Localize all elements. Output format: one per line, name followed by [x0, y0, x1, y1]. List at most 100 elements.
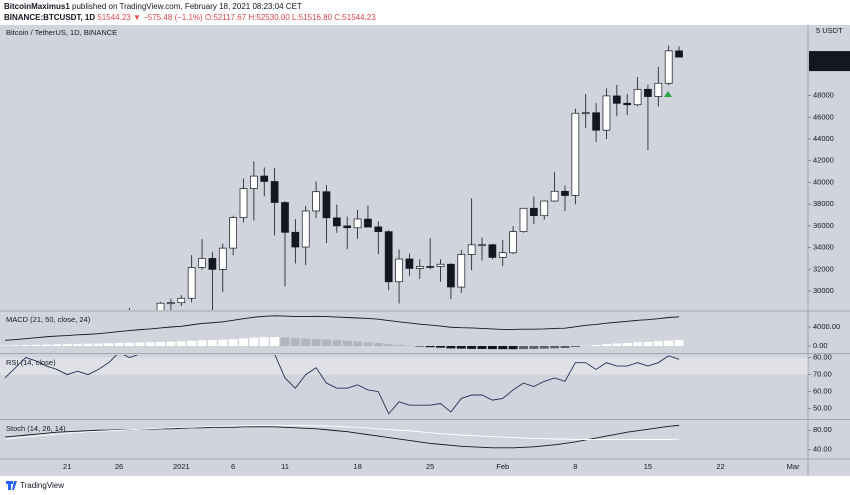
histogram-bar: [83, 343, 93, 347]
price-tag: 51544.23: [812, 52, 843, 61]
histogram-bar: [384, 344, 394, 347]
x-tick-label: 6: [231, 462, 235, 471]
candle-body: [187, 267, 196, 299]
histogram-bar: [207, 340, 217, 347]
histogram-bar: [373, 342, 383, 347]
y-tick-label: 34000: [813, 243, 834, 252]
candle-body: [571, 112, 580, 196]
candle-body: [301, 210, 310, 248]
candle-body: [353, 218, 362, 229]
x-tick-label: Mar: [787, 462, 800, 471]
open: O:52117.67: [205, 13, 247, 22]
histogram-bar: [62, 344, 72, 347]
candle-body: [177, 297, 186, 304]
histogram-bar: [591, 345, 601, 347]
candle-body: [612, 95, 621, 104]
x-tick-label: 11: [281, 462, 289, 471]
histogram-bar: [601, 344, 611, 347]
histogram-bar: [301, 338, 311, 347]
histogram-bar: [664, 340, 674, 347]
candle-body: [664, 50, 673, 84]
y-tick-label: 80.00: [813, 425, 832, 434]
histogram-bar: [508, 346, 518, 350]
change: ▼ −575.48 (−1.1%): [133, 13, 203, 22]
logo-icon: [6, 481, 17, 490]
indicator-line: [4, 355, 680, 415]
candle-body: [229, 217, 237, 249]
price-tag-bg: [809, 51, 850, 72]
x-tick-label: 26: [115, 462, 123, 471]
candle-body: [550, 190, 559, 202]
y-tick-label: 36000: [813, 221, 834, 230]
candle-body: [312, 191, 320, 212]
pane: [129, 45, 683, 310]
histogram-bar: [176, 341, 186, 347]
candle-body: [675, 50, 683, 58]
y-tick-label: 40.00: [813, 445, 832, 454]
histogram-bar: [332, 340, 342, 347]
histogram-bar: [436, 346, 446, 348]
y-tick-label: 40000: [813, 177, 834, 186]
candle-body: [260, 175, 269, 182]
macd-line: [4, 315, 680, 341]
candle-body: [488, 244, 497, 258]
histogram-bar: [570, 346, 580, 347]
histogram-bar: [487, 346, 497, 350]
histogram-bar: [353, 341, 363, 347]
candle-body: [654, 82, 663, 97]
y-tick-label: 30000: [813, 286, 834, 295]
indicator-line: [4, 424, 680, 449]
y-tick-label: 50.00: [813, 404, 832, 413]
candle-body: [447, 263, 455, 288]
symbol: BINANCE:BTCUSDT, 1D: [4, 13, 95, 22]
histogram-bar: [10, 345, 20, 347]
pane: [0, 315, 684, 350]
candle-body: [198, 258, 206, 268]
candle-body: [457, 254, 466, 288]
histogram-bar: [259, 337, 269, 347]
brand: TradingView: [20, 481, 64, 490]
candle-body: [322, 191, 331, 219]
candle-body: [478, 244, 486, 247]
histogram-bar: [166, 341, 176, 347]
pane-title: MACD (21, 50, close, 24): [6, 315, 91, 324]
publisher: BitcoinMaximus1: [4, 2, 70, 11]
candle-body: [623, 102, 632, 106]
pane-title: Stoch (14, 26, 14): [6, 424, 66, 433]
candle-body: [343, 225, 352, 229]
histogram-bar: [456, 346, 466, 349]
candle-body: [156, 302, 165, 310]
histogram-bar: [321, 339, 331, 347]
histogram-bar: [498, 346, 508, 350]
histogram-bar: [394, 344, 404, 347]
x-tick-label: 22: [716, 462, 724, 471]
histogram-bar: [311, 338, 321, 347]
header-line-2: BINANCE:BTCUSDT, 1D 51544.23 ▼ −575.48 (…: [4, 13, 376, 22]
x-tick-label: 8: [573, 462, 577, 471]
histogram-bar: [529, 346, 539, 349]
candle-body: [540, 200, 549, 217]
x-tick-label: 15: [644, 462, 652, 471]
candle-body: [374, 226, 383, 232]
candle-body: [509, 231, 517, 254]
last-price: 51544.23: [97, 13, 131, 22]
y-tick-label: 0.00: [813, 341, 828, 350]
x-tick-label: Feb: [496, 462, 509, 471]
histogram-bar: [280, 337, 290, 347]
histogram-bar: [342, 340, 352, 347]
histogram-bar: [239, 338, 249, 347]
histogram-bar: [73, 343, 83, 347]
histogram-bar: [653, 341, 663, 347]
x-tick-label: 2021: [173, 462, 190, 471]
y-tick-label: 42000: [813, 156, 834, 165]
chart-bg: [0, 25, 850, 476]
y-tick-label: 48000: [813, 91, 834, 100]
histogram-bar: [290, 338, 300, 347]
pane: [0, 355, 808, 415]
candle-body: [467, 244, 476, 255]
candle-body: [395, 258, 403, 283]
histogram-bar: [560, 346, 570, 349]
footer-logo: TradingView: [6, 481, 64, 490]
